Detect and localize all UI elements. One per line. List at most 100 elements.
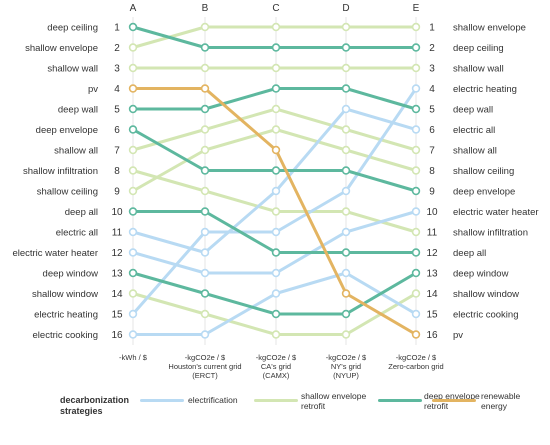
right-label: shallow wall xyxy=(453,64,504,75)
right-rank: 10 xyxy=(426,207,438,218)
right-label: shallow window xyxy=(453,289,519,300)
left-rank: 7 xyxy=(114,146,120,157)
series-point xyxy=(200,268,210,278)
series-point xyxy=(128,248,138,257)
series-point xyxy=(271,207,281,216)
series-point xyxy=(200,309,210,319)
column-axis-label: Zero-carbon grid xyxy=(388,362,443,371)
right-label: electric heating xyxy=(453,84,517,95)
series-point xyxy=(411,207,421,216)
column-header: D xyxy=(342,3,349,14)
series-point xyxy=(200,63,210,73)
series-point xyxy=(271,268,281,278)
series-point xyxy=(341,289,351,298)
series-point xyxy=(200,43,210,52)
series-point xyxy=(411,104,421,114)
column-axis-label: (ERCT) xyxy=(192,371,218,380)
series-point xyxy=(341,166,351,175)
left-rank: 8 xyxy=(114,166,120,177)
series-point xyxy=(271,84,281,93)
series-point xyxy=(128,166,138,175)
right-rank: 16 xyxy=(426,330,438,341)
column-header: E xyxy=(413,3,420,14)
left-label: electric all xyxy=(56,228,98,239)
left-rank: 14 xyxy=(111,289,123,300)
series-point xyxy=(271,186,281,196)
column-axis-label: -kgCO2e / $ xyxy=(256,353,297,362)
right-label: deep ceiling xyxy=(453,43,504,54)
column-header: B xyxy=(202,3,209,14)
column-axis-label: (CAMX) xyxy=(263,371,290,380)
legend-label-2: retrofit xyxy=(301,401,326,411)
series-point xyxy=(128,289,138,298)
legend-swatch-deep xyxy=(378,399,422,402)
series-point xyxy=(341,186,351,196)
legend-label: electrification xyxy=(188,395,238,405)
series-point xyxy=(411,166,421,175)
column-axis-label: Houston's current grid xyxy=(168,362,241,371)
column-header: C xyxy=(272,3,279,14)
series-point xyxy=(341,104,351,114)
series-point xyxy=(411,227,421,237)
column-axis-label: (NYUP) xyxy=(333,371,359,380)
series-point xyxy=(200,145,210,155)
series-point xyxy=(128,43,138,52)
series-point xyxy=(341,145,351,155)
series-point xyxy=(411,22,421,32)
series-point xyxy=(341,84,351,93)
left-label: shallow envelope xyxy=(25,43,98,54)
column-axis-label: -kgCO2e / $ xyxy=(326,353,367,362)
column-axis-label: -kgCO2e / $ xyxy=(396,353,437,362)
right-rank: 3 xyxy=(429,64,435,75)
series-point xyxy=(341,22,351,32)
left-rank: 1 xyxy=(114,23,120,34)
left-rank: 10 xyxy=(111,207,123,218)
legend-item-deep: deep envelope retrofit xyxy=(424,391,480,411)
series-point xyxy=(200,84,210,93)
series-point xyxy=(341,330,351,339)
column-headers: A B C D E xyxy=(130,3,420,14)
series-line-electric-cooking xyxy=(131,271,418,336)
series-point xyxy=(271,309,281,319)
series-point xyxy=(271,104,281,114)
series-point xyxy=(200,22,210,32)
legend-label: deep envelope xyxy=(424,391,480,401)
series-point xyxy=(200,125,210,134)
series-point xyxy=(271,166,281,175)
series-point xyxy=(200,289,210,298)
left-rank: 2 xyxy=(114,43,120,54)
left-rank: 6 xyxy=(114,125,120,136)
column-axis-label: NY's grid xyxy=(331,362,361,371)
left-label: shallow ceiling xyxy=(37,187,98,198)
legend-item-shallow: shallow envelope retrofit xyxy=(301,391,366,411)
column-header: A xyxy=(130,3,137,14)
left-label: shallow all xyxy=(54,146,98,157)
column-axis-labels: -kWh / $ -kgCO2e / $Houston's current gri… xyxy=(119,353,444,380)
series-point xyxy=(128,330,138,339)
series-point xyxy=(411,84,421,93)
series-point xyxy=(411,309,421,319)
right-rank: 8 xyxy=(429,166,435,177)
right-rank: 2 xyxy=(429,43,435,54)
series-point xyxy=(128,145,138,155)
legend-item-electrification: electrification xyxy=(188,395,238,405)
right-rank: 15 xyxy=(426,310,438,321)
legend-label: shallow envelope xyxy=(301,391,367,401)
series-point xyxy=(411,125,421,134)
series-point xyxy=(411,330,421,339)
legend-swatch-electrification xyxy=(140,399,184,402)
right-label: shallow infiltration xyxy=(453,228,528,239)
right-label: deep all xyxy=(453,248,486,259)
series-point xyxy=(341,227,351,237)
legend-swatch-renewable xyxy=(432,399,476,402)
left-rank: 11 xyxy=(112,228,123,239)
left-rank: 3 xyxy=(114,64,120,75)
series-point xyxy=(271,22,281,32)
left-label: shallow wall xyxy=(47,64,98,75)
series-point xyxy=(200,104,210,114)
legend-swatch-shallow xyxy=(254,399,298,402)
series-point xyxy=(128,186,138,196)
series-point xyxy=(411,145,421,155)
right-rank: 11 xyxy=(427,228,438,239)
